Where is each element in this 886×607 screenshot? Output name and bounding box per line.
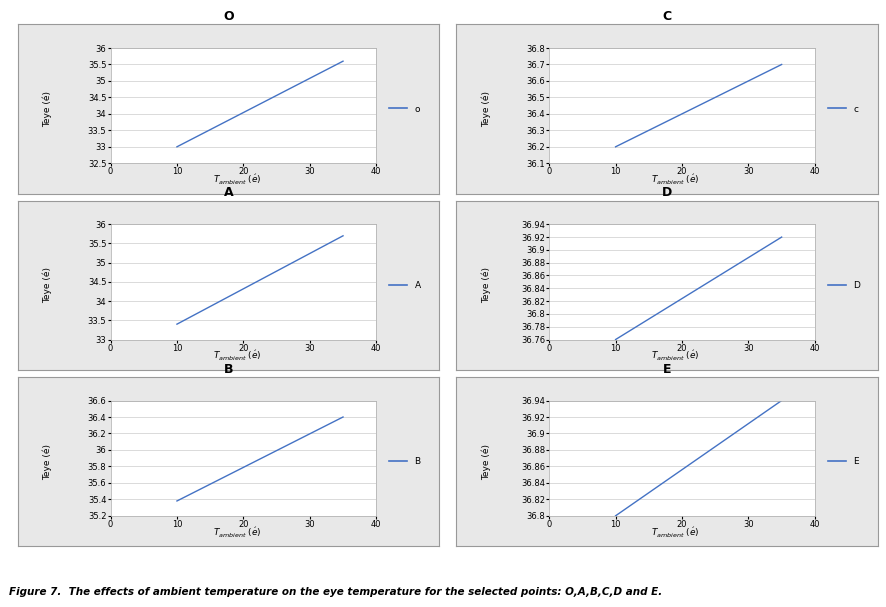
Title: E: E (662, 362, 671, 376)
Text: $\mathit{T}_{ambient}$ ($\acute{e}$): $\mathit{T}_{ambient}$ ($\acute{e}$) (650, 526, 699, 540)
Text: Teye (é): Teye (é) (43, 91, 52, 127)
Title: D: D (661, 186, 672, 199)
Text: $\mathit{T}_{ambient}$ ($\acute{e}$): $\mathit{T}_{ambient}$ ($\acute{e}$) (650, 173, 699, 187)
Text: $\mathit{T}_{ambient}$ ($\acute{e}$): $\mathit{T}_{ambient}$ ($\acute{e}$) (650, 349, 699, 363)
Text: Teye (é): Teye (é) (43, 444, 52, 480)
Text: Teye (é): Teye (é) (480, 444, 490, 480)
Title: C: C (662, 10, 671, 23)
Text: $\mathit{T}_{ambient}$ ($\acute{e}$): $\mathit{T}_{ambient}$ ($\acute{e}$) (213, 526, 261, 540)
Text: Teye (é): Teye (é) (480, 267, 490, 304)
Legend: c: c (827, 104, 857, 114)
Legend: B: B (389, 457, 420, 466)
Text: Teye (é): Teye (é) (480, 91, 490, 127)
Text: $\mathit{T}_{ambient}$ ($\acute{e}$): $\mathit{T}_{ambient}$ ($\acute{e}$) (213, 173, 261, 187)
Title: B: B (223, 362, 233, 376)
Text: Teye (é): Teye (é) (43, 267, 52, 304)
Title: A: A (223, 186, 233, 199)
Title: O: O (223, 10, 234, 23)
Legend: D: D (827, 281, 859, 290)
Legend: E: E (827, 457, 858, 466)
Text: $\mathit{T}_{ambient}$ ($\acute{e}$): $\mathit{T}_{ambient}$ ($\acute{e}$) (213, 349, 261, 363)
Legend: A: A (389, 281, 420, 290)
Text: Figure 7.  The effects of ambient temperature on the eye temperature for the sel: Figure 7. The effects of ambient tempera… (9, 587, 661, 597)
Legend: o: o (389, 104, 419, 114)
